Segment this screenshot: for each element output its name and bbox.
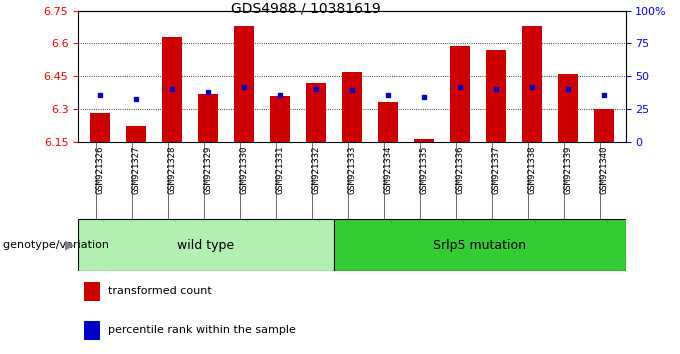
Text: wild type: wild type [177, 239, 235, 252]
Bar [84, 320, 100, 340]
Text: GSM921339: GSM921339 [564, 145, 573, 194]
Bar [450, 46, 470, 142]
Text: GSM921337: GSM921337 [492, 145, 500, 194]
Text: GSM921331: GSM921331 [275, 145, 284, 194]
Text: ▶: ▶ [65, 239, 75, 252]
Text: GSM921336: GSM921336 [456, 145, 464, 194]
Bar [306, 82, 326, 142]
Bar [90, 113, 109, 142]
Bar [126, 126, 146, 142]
Text: GSM921340: GSM921340 [600, 145, 609, 194]
Bar [234, 26, 254, 142]
Bar [198, 93, 218, 142]
Text: GSM921328: GSM921328 [167, 145, 176, 194]
Text: GSM921332: GSM921332 [311, 145, 320, 194]
Bar [414, 139, 434, 142]
Text: genotype/variation: genotype/variation [3, 240, 113, 250]
Text: GSM921330: GSM921330 [239, 145, 248, 194]
Text: GSM921334: GSM921334 [384, 145, 392, 194]
Bar [342, 72, 362, 142]
Bar [84, 281, 100, 301]
Bar [594, 109, 614, 142]
Text: transformed count: transformed count [108, 286, 212, 296]
Text: GSM921329: GSM921329 [203, 145, 212, 194]
Text: GSM921327: GSM921327 [131, 145, 140, 194]
Text: GSM921335: GSM921335 [420, 145, 428, 194]
Bar [558, 74, 578, 142]
Text: GSM921333: GSM921333 [347, 145, 356, 194]
Bar [522, 26, 542, 142]
Bar [270, 96, 290, 142]
Bar [486, 50, 506, 142]
Text: GSM921326: GSM921326 [95, 145, 104, 194]
Bar [378, 102, 398, 142]
Bar [162, 37, 182, 142]
Text: GDS4988 / 10381619: GDS4988 / 10381619 [231, 2, 381, 16]
Bar [334, 219, 626, 271]
Text: percentile rank within the sample: percentile rank within the sample [108, 325, 296, 335]
Text: GSM921338: GSM921338 [528, 145, 537, 194]
Bar [78, 219, 334, 271]
Text: Srlp5 mutation: Srlp5 mutation [433, 239, 526, 252]
